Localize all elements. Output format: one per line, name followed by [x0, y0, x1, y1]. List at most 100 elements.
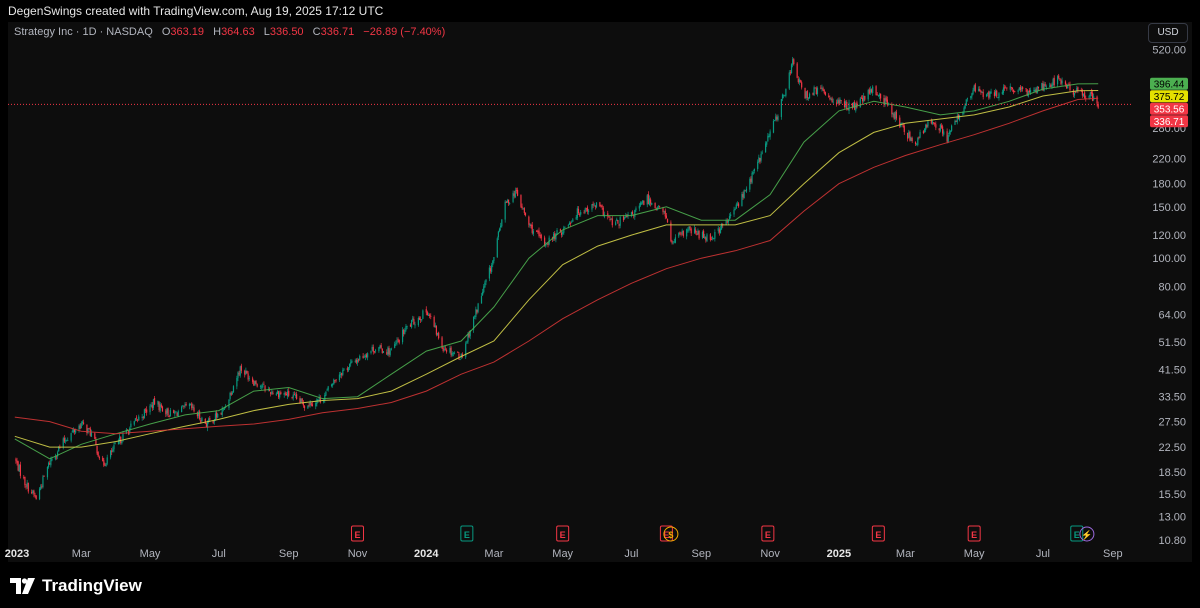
candle-body — [578, 214, 581, 215]
candle — [492, 260, 494, 268]
candle — [259, 384, 262, 389]
candle — [355, 358, 357, 365]
candle-body — [553, 233, 555, 239]
candle-body — [326, 389, 328, 391]
candle — [348, 363, 351, 370]
chart-panel[interactable] — [8, 22, 1192, 562]
symbol-title[interactable]: Strategy Inc · 1D · NASDAQ — [14, 26, 153, 38]
candle — [545, 241, 547, 248]
candle-body — [390, 348, 392, 350]
candle — [98, 455, 100, 460]
candle-body — [837, 99, 839, 104]
candle-body — [938, 128, 940, 131]
candle-body — [698, 230, 700, 239]
candle-body — [197, 412, 200, 417]
candle — [706, 233, 708, 242]
candle — [914, 141, 917, 147]
candle — [277, 390, 280, 399]
candle-body — [687, 229, 689, 231]
candle — [438, 331, 440, 340]
candle-body — [599, 202, 601, 207]
candle — [981, 91, 983, 94]
candle-body — [1035, 89, 1037, 93]
candle — [151, 402, 153, 412]
candle — [665, 212, 667, 219]
candle — [859, 96, 861, 108]
candle-body — [288, 390, 290, 396]
candle-body — [347, 367, 350, 371]
candle — [509, 202, 511, 206]
candle-body — [824, 92, 826, 95]
candle-body — [158, 402, 160, 410]
candle — [451, 350, 453, 357]
candle — [372, 344, 374, 355]
candle-body — [17, 461, 19, 471]
candle-body — [482, 291, 484, 296]
candle — [721, 222, 723, 231]
candle — [580, 209, 582, 217]
candle — [682, 230, 684, 238]
candle — [553, 232, 555, 242]
candle-body — [57, 452, 59, 457]
candle-body — [813, 87, 815, 96]
candle-body — [279, 392, 281, 398]
candle — [998, 92, 1000, 101]
dividend-marker: $ — [663, 526, 679, 542]
candle — [363, 354, 365, 358]
candle — [569, 221, 572, 227]
candle-body — [324, 394, 326, 401]
x-tick-label: Sep — [1103, 548, 1123, 560]
tradingview-logo[interactable]: TradingView — [10, 576, 142, 596]
candle — [919, 129, 921, 139]
candle — [1080, 87, 1082, 93]
candle — [657, 205, 660, 209]
candle — [935, 121, 937, 131]
candle-body — [1043, 83, 1045, 91]
candle — [814, 87, 816, 89]
candle — [330, 383, 333, 388]
candle — [347, 366, 350, 373]
candle-body — [843, 101, 846, 108]
candle-body — [356, 359, 359, 363]
candle — [616, 217, 618, 222]
candle-body — [1076, 88, 1078, 92]
candle — [586, 205, 589, 215]
candle-body — [927, 121, 929, 127]
candle-body — [475, 309, 477, 317]
candle — [379, 344, 381, 349]
candle-body — [884, 98, 886, 105]
earnings-marker-box — [761, 525, 775, 542]
candle — [861, 95, 864, 105]
candle-body — [571, 221, 573, 223]
candle-body — [254, 380, 256, 386]
candle-body — [856, 102, 858, 108]
candle-body — [311, 404, 313, 406]
candle — [759, 157, 761, 165]
candle-body — [444, 348, 447, 350]
candle-body — [174, 412, 176, 415]
candle — [315, 400, 317, 410]
candle — [1053, 75, 1055, 87]
candle — [396, 337, 398, 346]
candle — [908, 129, 910, 139]
candle — [823, 88, 825, 95]
high-value: 364.63 — [221, 26, 255, 38]
candle-body — [327, 386, 329, 390]
candle-body — [280, 392, 282, 395]
candle-body — [224, 407, 227, 408]
candle-body — [35, 495, 37, 500]
candle-body — [601, 205, 603, 208]
candle — [910, 136, 912, 142]
candle-body — [193, 407, 195, 412]
candle-body — [185, 404, 187, 406]
candle-body — [521, 206, 523, 209]
candle-body — [564, 226, 566, 228]
candle-body — [1051, 84, 1053, 87]
candle-body — [972, 90, 974, 94]
candle-body — [199, 411, 201, 420]
currency-button[interactable]: USD — [1148, 23, 1188, 43]
candle — [254, 380, 256, 386]
candle — [948, 129, 950, 137]
candle-body — [870, 89, 873, 93]
